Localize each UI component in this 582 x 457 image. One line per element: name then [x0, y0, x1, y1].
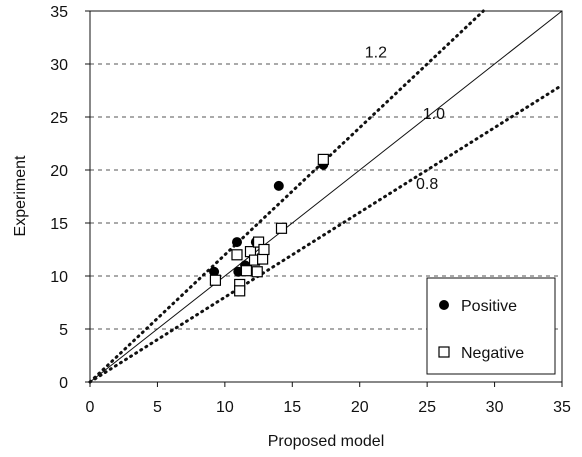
- x-tick-label-35: 35: [553, 399, 571, 416]
- axes: [89, 10, 563, 383]
- legend-marker-positive: [439, 300, 449, 310]
- legend-label-negative: Negative: [461, 345, 524, 362]
- x-axis-ticks: 0 5 10 15 20 25 30 35: [86, 382, 571, 416]
- point-negative-7: [251, 266, 263, 278]
- x-tick-label-30: 30: [486, 399, 504, 416]
- grid-lines: [90, 63, 562, 330]
- y-tick-label-30: 30: [50, 57, 68, 74]
- y-tick-label-25: 25: [50, 110, 68, 127]
- point-negative-12: [317, 153, 329, 165]
- y-axis-ticks: 0 5 10 15 20 25 30 35: [50, 4, 90, 392]
- legend-box: [426, 277, 556, 375]
- y-tick-label-35: 35: [50, 4, 68, 21]
- x-tick-label-5: 5: [153, 399, 162, 416]
- point-negative-4: [240, 265, 253, 277]
- data-points: [209, 153, 329, 297]
- point-positive-5: [273, 180, 284, 191]
- reference-line-1.2: [88, 9, 485, 384]
- reference-line-label-1.0: 1.0: [423, 106, 445, 123]
- reference-line-labels: 1.2 1.0 0.8: [365, 45, 445, 193]
- x-tick-label-25: 25: [418, 399, 436, 416]
- point-positive-0: [209, 266, 220, 277]
- y-tick-label-20: 20: [50, 163, 68, 180]
- reference-lines: [88, 9, 564, 384]
- x-tick-label-20: 20: [351, 399, 369, 416]
- y-tick-label-15: 15: [50, 216, 68, 233]
- point-negative-10: [258, 243, 270, 256]
- legend-marker-negative: [438, 346, 450, 358]
- y-axis-title: Experiment: [12, 155, 29, 236]
- x-axis-title: Proposed model: [268, 433, 385, 450]
- point-positive-1: [231, 237, 242, 248]
- plot-frame: [89, 10, 563, 383]
- legend: Positive Negative: [426, 277, 556, 375]
- reference-line-label-1.2: 1.2: [365, 45, 387, 62]
- x-tick-label-10: 10: [216, 399, 234, 416]
- point-negative-0: [209, 274, 222, 286]
- reference-line-label-0.8: 0.8: [416, 176, 438, 193]
- y-tick-label-10: 10: [50, 269, 68, 286]
- y-tick-label-5: 5: [59, 322, 68, 339]
- y-tick-label-0: 0: [59, 375, 68, 392]
- point-negative-1: [231, 249, 243, 261]
- point-negative-3: [234, 285, 246, 297]
- point-negative-11: [275, 222, 288, 234]
- point-negative-9: [257, 253, 269, 265]
- reference-line-1.0: [89, 10, 563, 383]
- legend-label-positive: Positive: [461, 298, 517, 315]
- x-tick-label-15: 15: [283, 399, 301, 416]
- x-tick-label-0: 0: [86, 399, 95, 416]
